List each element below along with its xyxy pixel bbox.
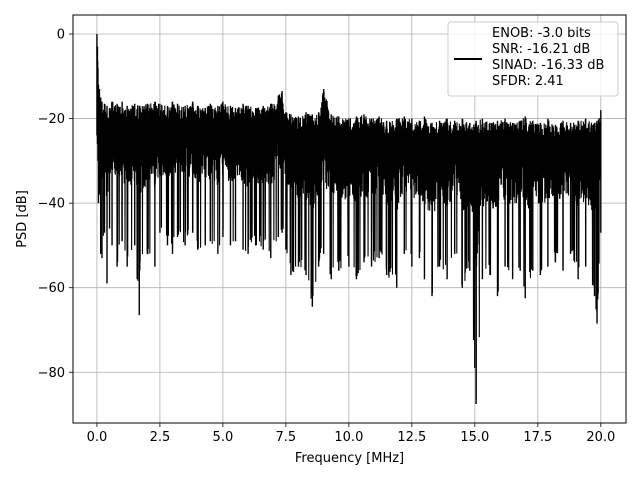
- legend-entry-snr: SNR: -16.21 dB: [492, 42, 590, 57]
- legend-entry-sinad: SINAD: -16.33 dB: [492, 58, 604, 73]
- x-tick-label: 15.0: [460, 430, 489, 445]
- x-tick-label: 10.0: [334, 430, 363, 445]
- plot-frame: [72, 14, 627, 424]
- y-tick-label: −60: [38, 281, 65, 296]
- x-tick-label: 12.5: [397, 430, 426, 445]
- y-tick-label: 0: [57, 28, 65, 43]
- legend-entry-sfdr: SFDR: 2.41: [492, 74, 564, 89]
- legend-box: [447, 21, 619, 97]
- x-tick-label: 17.5: [523, 430, 552, 445]
- x-axis-label: Frequency [MHz]: [295, 451, 404, 466]
- x-tick-label: 7.5: [276, 430, 297, 445]
- x-axis-ticks: 0.0 2.5 5.0 7.5 10.0 12.5 15.0 17.5 20.0: [87, 423, 615, 445]
- y-axis-ticks: 0 −20 −40 −60 −80: [38, 28, 73, 381]
- x-tick-label: 0.0: [87, 430, 108, 445]
- y-tick-label: −40: [38, 197, 65, 212]
- x-tick-label: 2.5: [150, 430, 171, 445]
- legend: ENOB: -3.0 bits SNR: -16.21 dB SINAD: -1…: [447, 21, 619, 97]
- legend-entry-enob: ENOB: -3.0 bits: [492, 26, 591, 41]
- y-tick-label: −80: [38, 366, 65, 381]
- x-tick-label: 20.0: [586, 430, 615, 445]
- psd-signal: [96, 34, 602, 404]
- y-axis-label: PSD [dB]: [15, 190, 30, 248]
- y-tick-label: −20: [38, 112, 65, 127]
- x-tick-label: 5.0: [213, 430, 234, 445]
